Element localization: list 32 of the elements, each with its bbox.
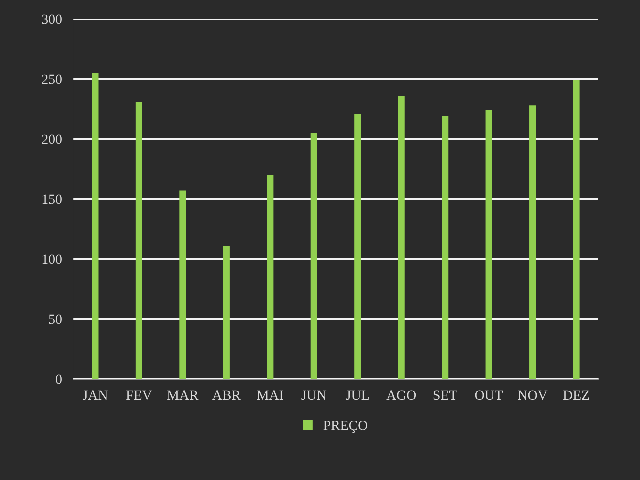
bar — [573, 80, 580, 380]
x-tick-label: JAN — [83, 390, 108, 400]
x-tick-label: DEZ — [563, 390, 590, 400]
bar — [136, 102, 142, 380]
bar — [223, 246, 230, 380]
x-tick-label: ABR — [212, 390, 241, 400]
legend-label: PREÇO — [324, 420, 368, 434]
x-tick-label: NOV — [518, 390, 548, 400]
bar — [310, 133, 318, 380]
bar — [354, 114, 362, 380]
x-tick-label: OUT — [475, 390, 504, 400]
x-tick-label: FEV — [126, 390, 152, 400]
x-tick-label: AGO — [386, 390, 416, 400]
bar — [180, 190, 186, 380]
bar — [530, 106, 536, 380]
y-tick-label: 0 — [56, 374, 62, 384]
y-tick-label: 100 — [42, 254, 62, 264]
x-tick-label: JUN — [302, 390, 327, 400]
bar — [442, 116, 449, 380]
y-tick-label: 50 — [49, 314, 62, 324]
x-tick-label: MAR — [168, 390, 199, 400]
y-tick-label: 200 — [42, 134, 62, 144]
bar — [92, 73, 99, 380]
bar — [398, 96, 405, 380]
x-tick-label: JUL — [346, 390, 369, 400]
bar — [486, 110, 492, 380]
y-tick-label: 250 — [42, 74, 62, 84]
bar — [267, 175, 274, 380]
y-tick-label: 300 — [42, 14, 62, 24]
x-tick-label: MAI — [257, 390, 284, 400]
y-tick-label: 150 — [42, 194, 62, 204]
x-tick-label: SET — [434, 390, 458, 400]
